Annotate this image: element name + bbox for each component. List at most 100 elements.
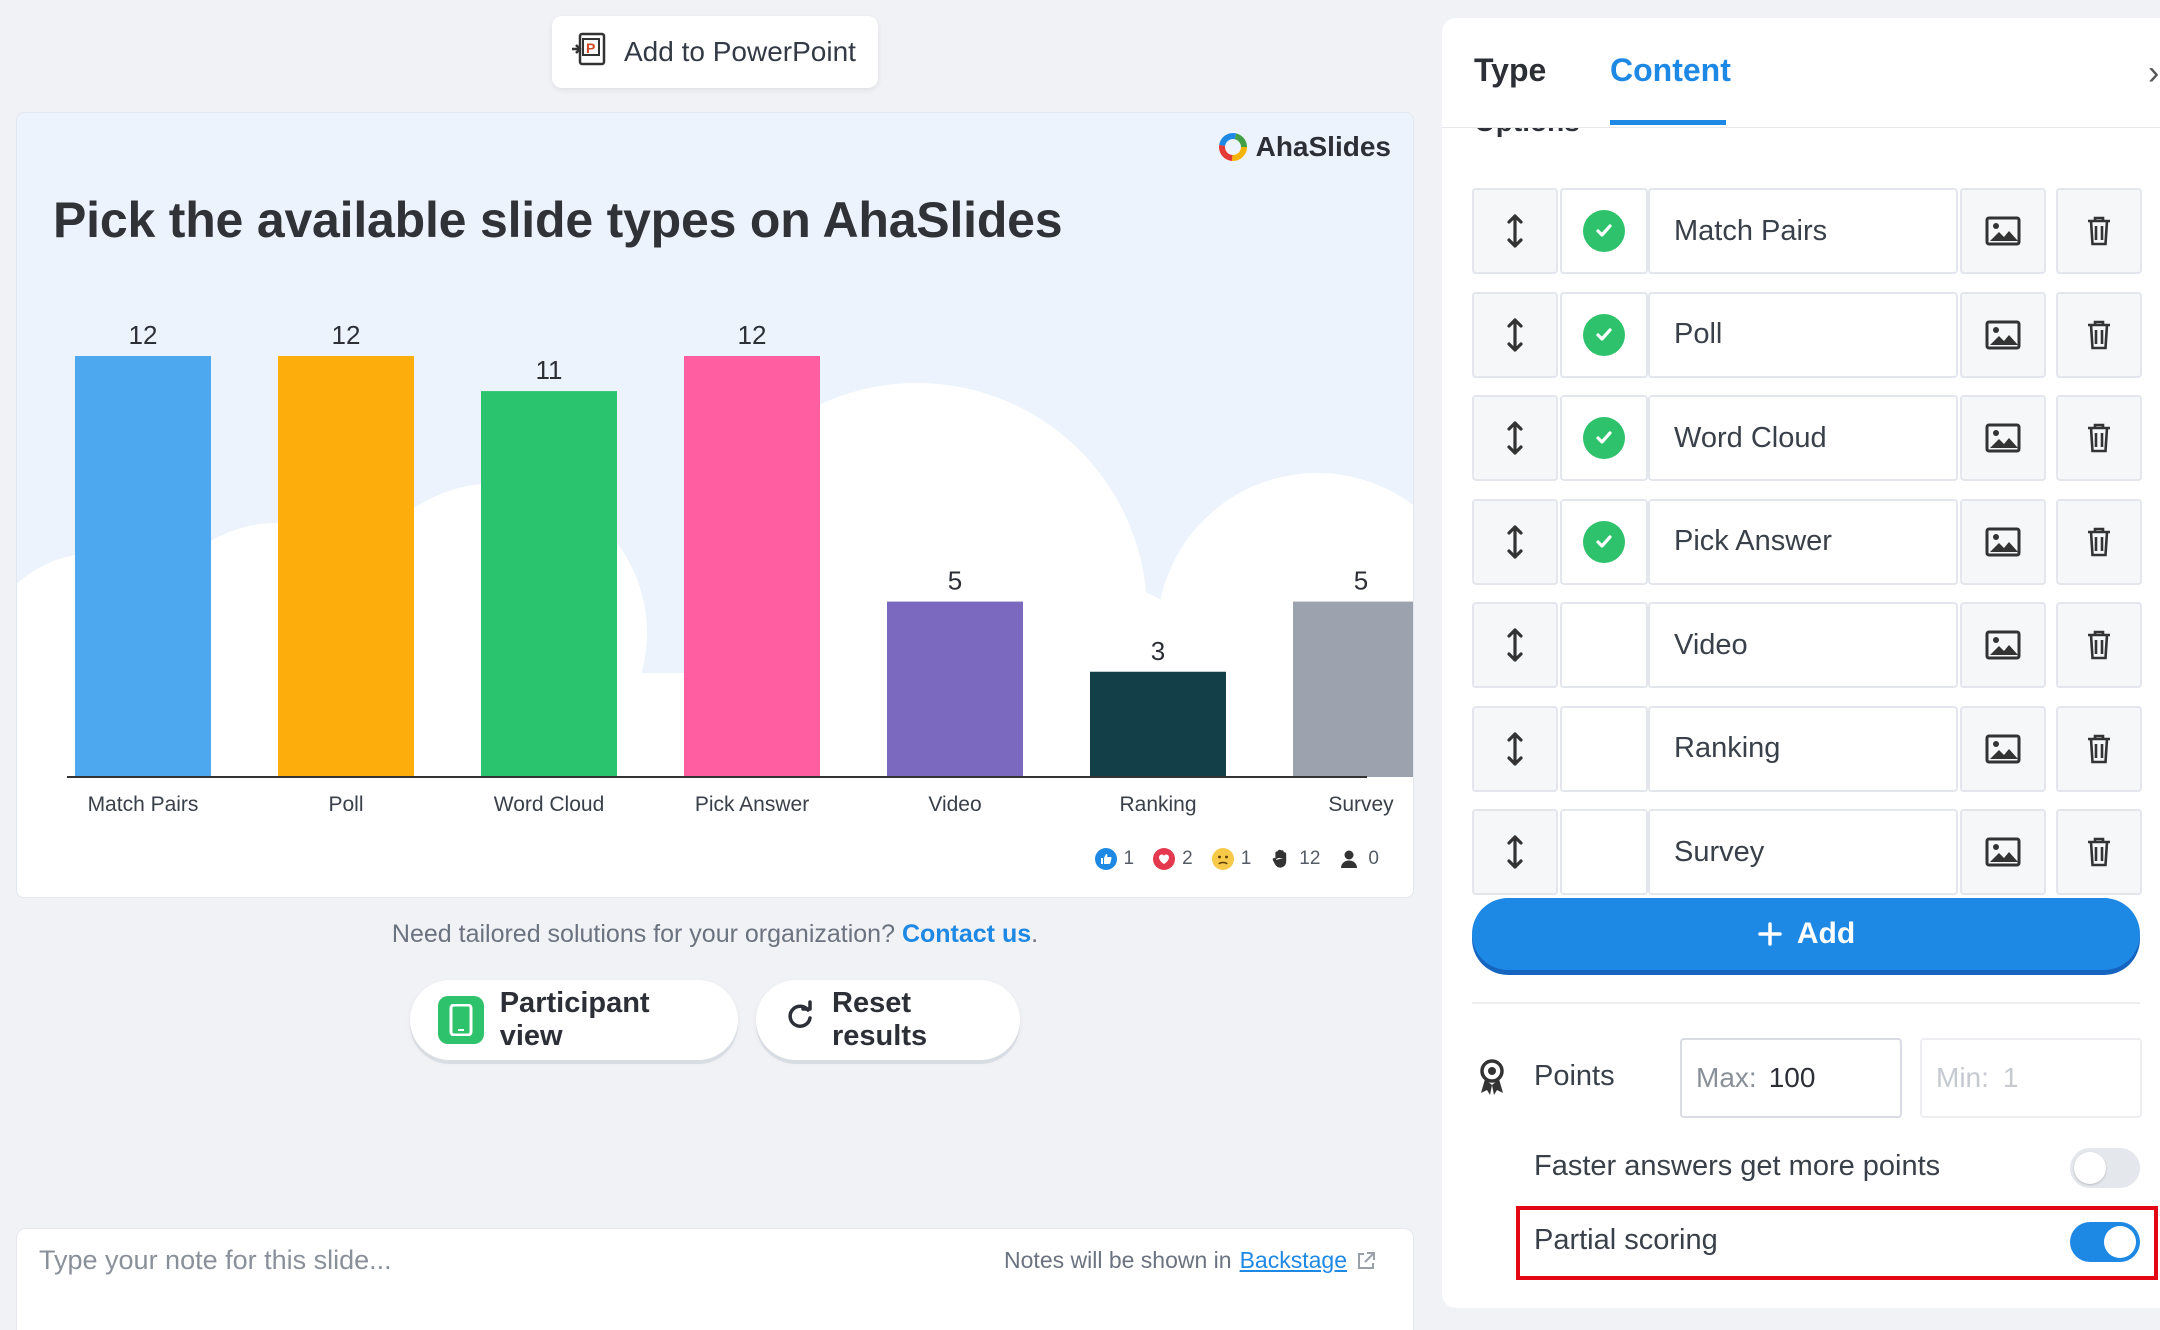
add-option-button[interactable]: Add (1472, 898, 2140, 970)
trash-icon[interactable] (2056, 291, 2142, 378)
chart-value-label: 5 (1354, 566, 1368, 596)
correct-answer-checkbox[interactable] (1560, 705, 1648, 792)
drag-handle-icon[interactable] (1472, 291, 1558, 378)
image-icon[interactable] (1960, 809, 2046, 895)
correct-answer-checkbox[interactable] (1560, 602, 1648, 688)
drag-handle-icon[interactable] (1472, 498, 1558, 585)
drag-handle-icon[interactable] (1472, 602, 1558, 688)
option-text-input[interactable]: Survey (1648, 809, 1958, 895)
reaction-hand: 12 (1269, 847, 1320, 871)
panel-tabs: Type Content › (1442, 18, 2160, 128)
option-text-input[interactable]: Match Pairs (1648, 188, 1958, 274)
correct-answer-checkbox[interactable] (1560, 809, 1648, 895)
reaction-heart[interactable]: 2 (1152, 847, 1193, 871)
reaction-sad[interactable]: 1 (1211, 847, 1251, 871)
contact-us-link[interactable]: Contact us (901, 920, 1032, 948)
image-icon[interactable] (1960, 291, 2046, 378)
tab-content[interactable]: Content (1610, 52, 1731, 88)
checkmark-icon (1583, 520, 1625, 563)
tailored-message: Need tailored solutions for your organiz… (391, 920, 895, 948)
person-icon (1341, 850, 1358, 868)
trash-icon[interactable] (2056, 188, 2142, 274)
drag-handle-icon[interactable] (1472, 395, 1558, 481)
option-row: Ranking (1442, 705, 2160, 792)
highlight-annotation (1516, 1206, 2158, 1280)
image-icon[interactable] (1960, 705, 2046, 792)
chart-category-label: Ranking (1119, 793, 1196, 816)
trash-icon[interactable] (2056, 705, 2142, 792)
add-to-powerpoint-label: Add to PowerPoint (624, 36, 856, 67)
option-text-input[interactable]: Video (1648, 602, 1958, 688)
option-row: Poll (1442, 291, 2160, 378)
svg-text:P: P (586, 40, 595, 56)
slide-notes[interactable]: Type your note for this slide... Notes w… (16, 1228, 1414, 1330)
chart-bar (481, 391, 617, 777)
max-points-input[interactable]: Max: 100 (1680, 1038, 1902, 1118)
trash-icon[interactable] (2056, 602, 2142, 688)
thumbs-up-icon (1094, 848, 1117, 870)
notes-hint: Notes will be shown in Backstage (1004, 1247, 1377, 1274)
powerpoint-icon: P (570, 29, 610, 76)
option-text-input[interactable]: Ranking (1648, 705, 1958, 792)
external-link-icon (1358, 1251, 1375, 1269)
refresh-icon (784, 1000, 816, 1040)
option-label: Pick Answer (1674, 525, 1832, 557)
drag-handle-icon[interactable] (1472, 809, 1558, 895)
tailored-solutions-text: Need tailored solutions for your organiz… (16, 920, 1414, 949)
content-scroll-area[interactable]: Options Match Pairs Poll Word Cloud Pick An… (1442, 128, 2160, 1308)
min-points-input[interactable]: Min: 1 (1920, 1038, 2142, 1118)
collapse-panel-icon[interactable]: › (2148, 54, 2160, 92)
reaction-like[interactable]: 1 (1094, 847, 1134, 871)
correct-answer-checkbox[interactable] (1560, 498, 1648, 585)
trash-icon[interactable] (2056, 498, 2142, 585)
max-points-prefix: Max: (1696, 1062, 1757, 1093)
plus-icon (1758, 922, 1782, 946)
notes-input[interactable]: Type your note for this slide... (39, 1245, 392, 1275)
faster-answers-label: Faster answers get more points (1534, 1150, 1941, 1182)
option-row: Word Cloud (1442, 395, 2160, 481)
option-text-input[interactable]: Pick Answer (1648, 498, 1958, 585)
chart-bar (75, 356, 211, 777)
partial-scoring-label: Partial scoring (1534, 1224, 1718, 1256)
trash-icon[interactable] (2056, 395, 2142, 481)
brand-logo: AhaSlides (1218, 131, 1391, 163)
correct-answer-checkbox[interactable] (1560, 395, 1648, 481)
correct-answer-checkbox[interactable] (1560, 291, 1648, 378)
notes-hint-text: Notes will be shown in (1004, 1247, 1232, 1273)
image-icon[interactable] (1960, 188, 2046, 274)
checkmark-icon (1583, 210, 1625, 252)
participant-view-button[interactable]: Participant view (410, 980, 738, 1060)
drag-handle-icon[interactable] (1472, 188, 1558, 274)
max-points-value: 100 (1768, 1062, 1816, 1093)
chart-bar (278, 356, 414, 777)
tab-type[interactable]: Type (1474, 52, 1547, 88)
option-text-input[interactable]: Poll (1648, 291, 1958, 378)
add-to-powerpoint-button[interactable]: P Add to PowerPoint (552, 16, 878, 88)
image-icon[interactable] (1960, 498, 2046, 585)
correct-answer-checkbox[interactable] (1560, 188, 1648, 274)
raised-hand-icon (1273, 849, 1287, 868)
slide-preview[interactable]: AhaSlides Pick the available slide types… (16, 112, 1414, 898)
section-divider (1472, 1002, 2140, 1004)
faster-answers-toggle[interactable] (2070, 1148, 2140, 1188)
image-icon[interactable] (1960, 395, 2046, 481)
checkmark-icon (1583, 417, 1625, 459)
reactions-bar: 1 2 1 12 0 (1094, 847, 1379, 871)
chart-category-label: Survey (1328, 793, 1394, 816)
partial-scoring-toggle[interactable] (2070, 1222, 2140, 1262)
ahaslides-logo-icon (1218, 133, 1247, 161)
chart-bar (887, 601, 1023, 777)
chart-category-label: Match Pairs (88, 793, 199, 816)
hand-count: 12 (1299, 848, 1321, 869)
option-text-input[interactable]: Word Cloud (1648, 395, 1958, 481)
drag-handle-icon[interactable] (1472, 705, 1558, 792)
brand-name: AhaSlides (1255, 131, 1391, 162)
chart-bar (1293, 601, 1413, 777)
settings-panel: Type Content › Options Match Pairs Poll Wo… (1442, 18, 2160, 1308)
chart-value-label: 12 (738, 320, 767, 350)
image-icon[interactable] (1960, 602, 2046, 688)
trash-icon[interactable] (2056, 809, 2142, 895)
reset-results-button[interactable]: Reset results (756, 980, 1020, 1060)
backstage-link[interactable]: Backstage (1239, 1247, 1347, 1273)
min-points-prefix: Min: (1936, 1062, 1989, 1093)
